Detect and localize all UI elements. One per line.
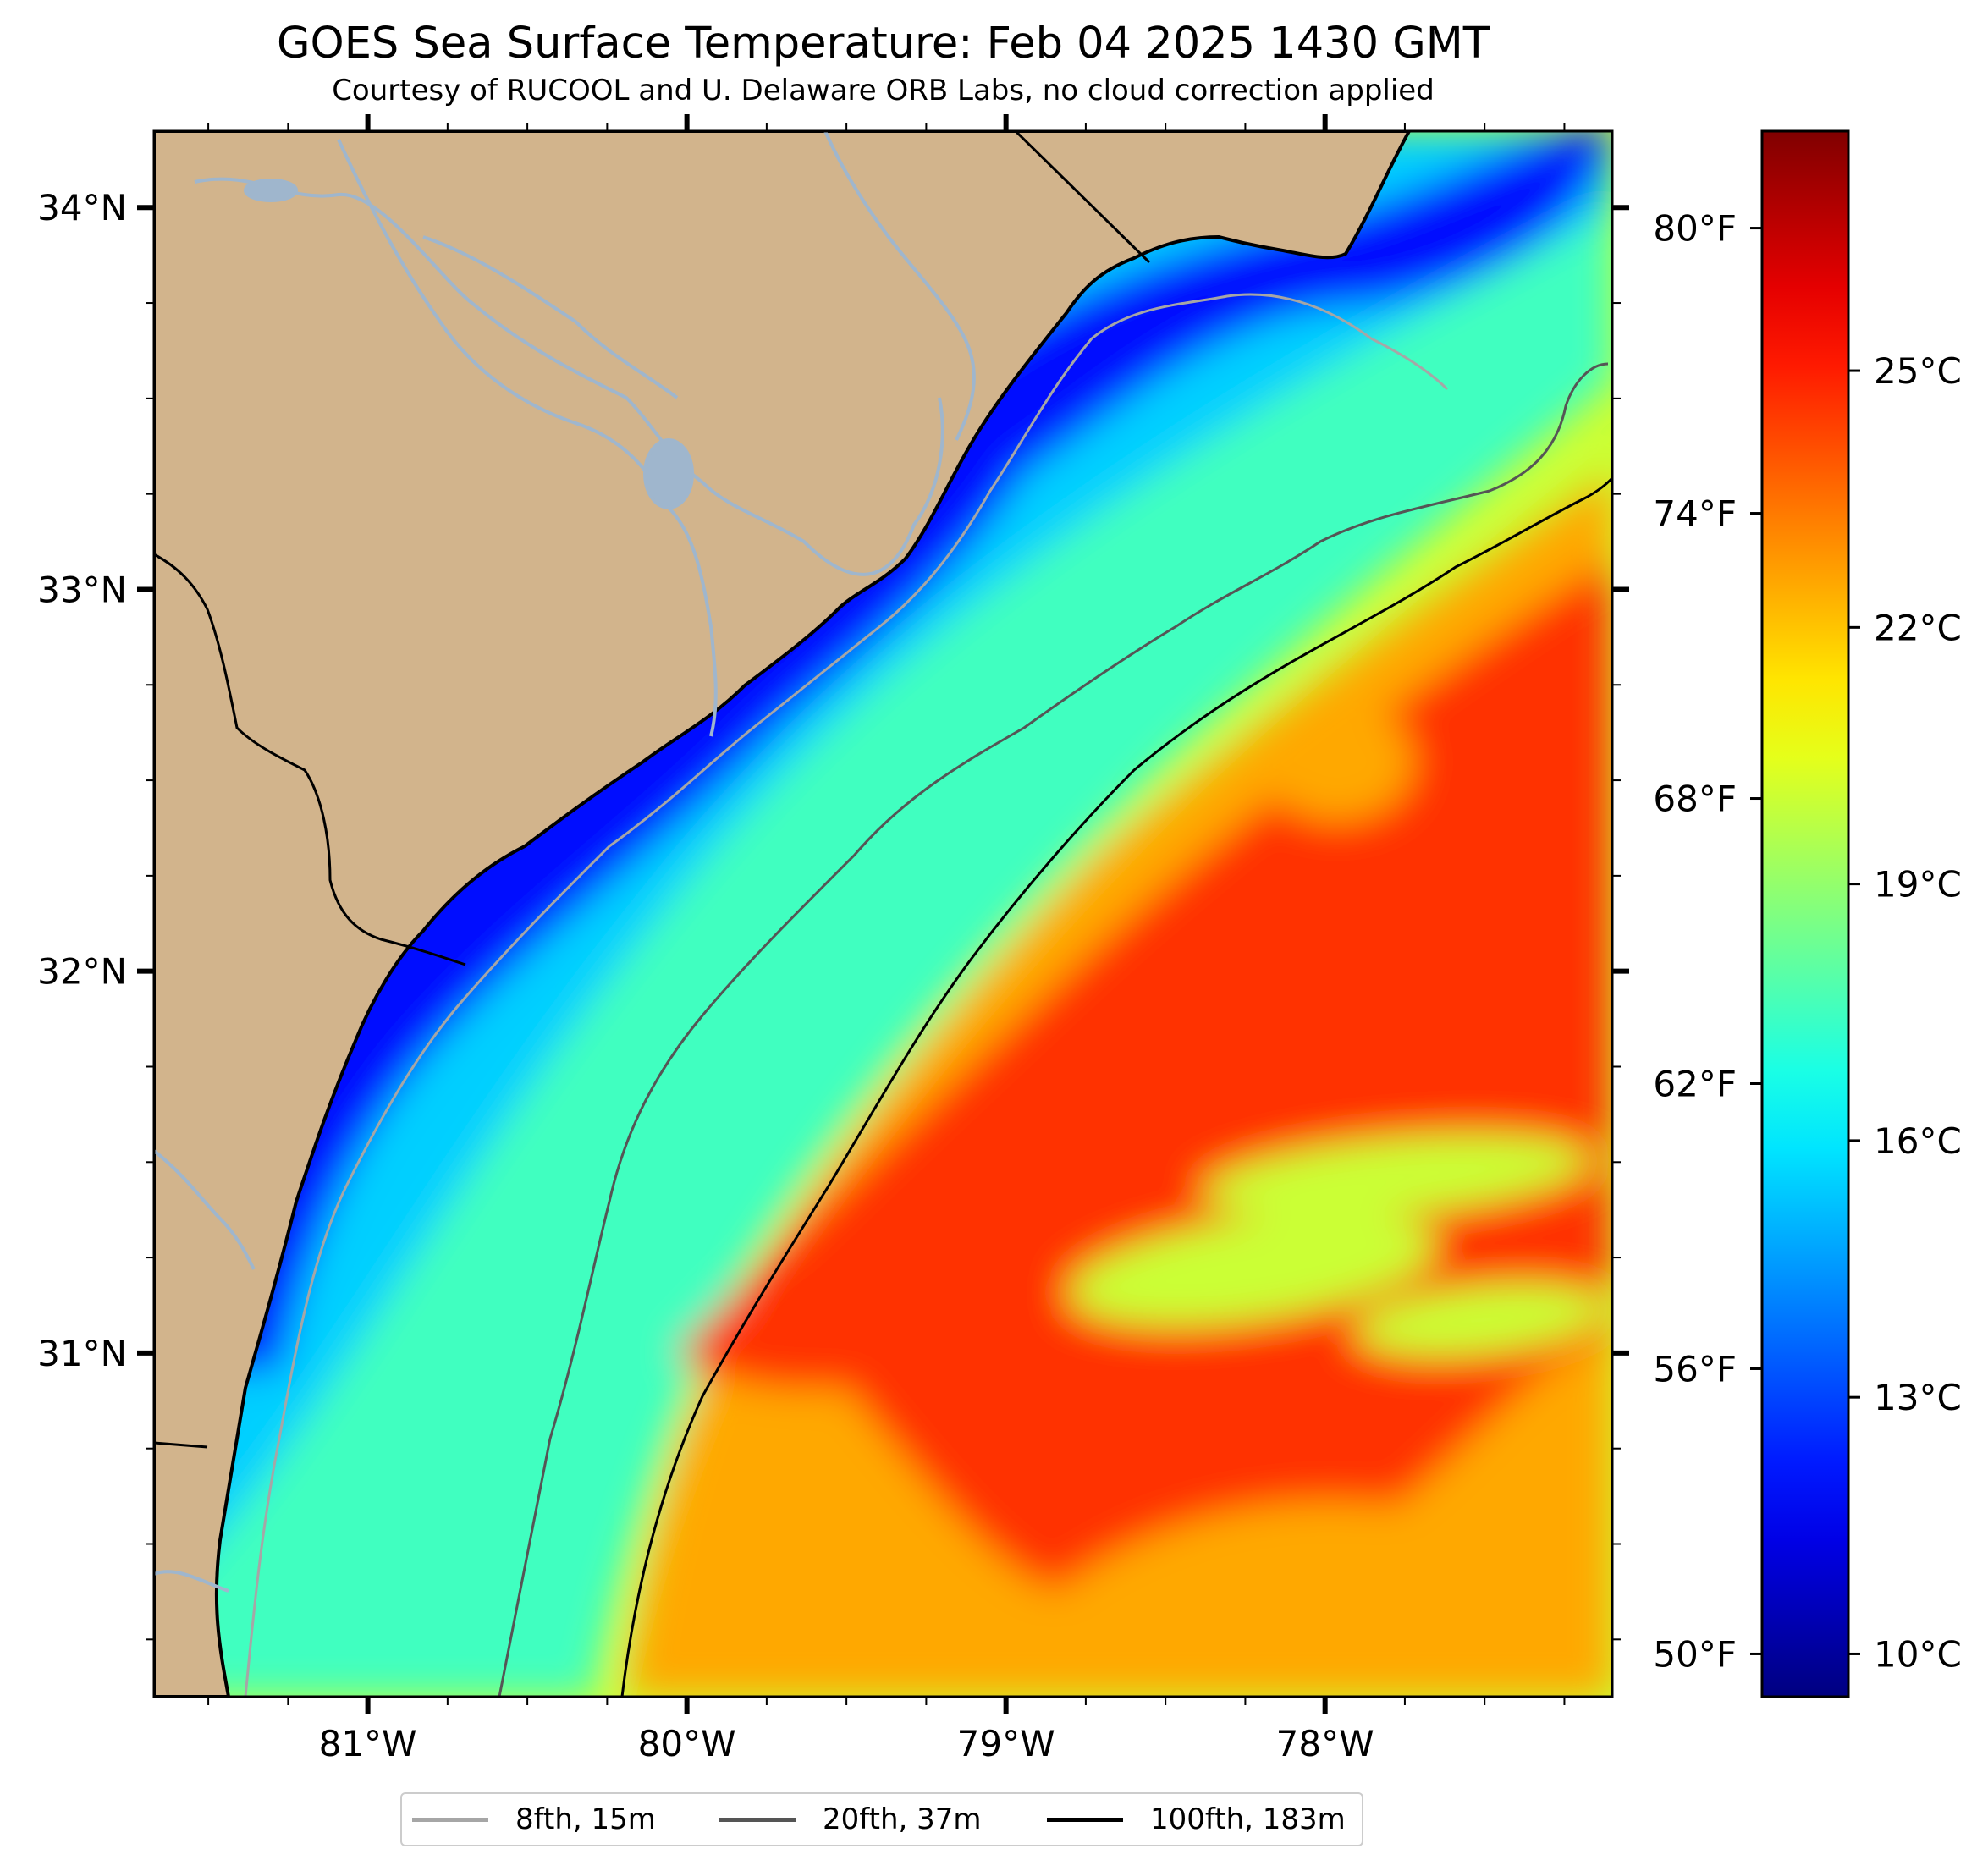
sst-cool-streak (1202, 1134, 1591, 1219)
map-ticks (137, 114, 1629, 1714)
map-tick-labels: 34°N 33°N 32°N 31°N 81°W 80°W 79°W 78°W (37, 187, 1374, 1764)
legend-label-8fth: 8fth, 15m (515, 1802, 656, 1836)
lake (643, 438, 694, 509)
fahrenheit-tick-label: 80°F (1653, 208, 1737, 250)
map-area (154, 131, 1612, 1697)
legend-item-8fth: 8fth, 15m (412, 1794, 656, 1845)
map-title: GOES Sea Surface Temperature: Feb 04 202… (277, 19, 1490, 69)
isobath-20fth (498, 362, 1609, 1697)
fahrenheit-tick-label: 50°F (1653, 1633, 1737, 1675)
celsius-tick-label: 25°C (1874, 350, 1962, 392)
isobath-100fth (620, 476, 1612, 1697)
lat-tick-label: 34°N (37, 187, 127, 228)
sst-warm-eddy (1261, 702, 1413, 821)
celsius-tick-label: 10°C (1874, 1633, 1962, 1675)
river-line (823, 131, 976, 441)
legend-label-20fth: 20fth, 37m (823, 1802, 982, 1836)
lon-tick-label: 80°W (638, 1723, 736, 1764)
legend-line-8fth (412, 1817, 488, 1822)
lon-tick-label: 79°W (957, 1723, 1055, 1764)
fahrenheit-tick-label: 62°F (1653, 1064, 1737, 1105)
land-mass (154, 131, 1412, 1697)
celsius-tick-label: 13°C (1874, 1377, 1962, 1418)
map-frame (152, 129, 1614, 1698)
river-line (422, 235, 679, 399)
river-line (194, 177, 944, 576)
celsius-tick-label: 16°C (1874, 1120, 1962, 1162)
river-line (154, 1149, 256, 1270)
lat-tick-label: 31°N (37, 1333, 127, 1374)
map-subtitle: Courtesy of RUCOOL and U. Delaware ORB L… (332, 74, 1435, 107)
lon-tick-label: 81°W (319, 1723, 417, 1764)
legend-item-100fth: 100fth, 183m (1047, 1794, 1346, 1845)
legend-line-20fth (719, 1817, 796, 1822)
lat-tick-label: 33°N (37, 569, 127, 610)
legend-line-100fth (1047, 1817, 1123, 1822)
lat-tick-label: 32°N (37, 951, 127, 993)
river-line (154, 1570, 229, 1593)
fahrenheit-tick-label: 68°F (1653, 779, 1737, 820)
rivers (154, 131, 976, 1593)
fahrenheit-tick-label: 74°F (1653, 493, 1737, 535)
river-line (337, 139, 718, 737)
legend: 8fth, 15m 20fth, 37m 100fth, 183m (400, 1792, 1363, 1846)
lon-tick-label: 78°W (1276, 1723, 1374, 1764)
legend-label-100fth: 100fth, 183m (1150, 1802, 1346, 1836)
state-border (154, 1441, 208, 1449)
lake (244, 179, 298, 202)
sst-cool-streak (1354, 1284, 1608, 1356)
isobath-8fth (244, 293, 1449, 1697)
celsius-tick-label: 22°C (1874, 607, 1962, 648)
fahrenheit-tick-label: 56°F (1653, 1348, 1737, 1389)
state-border (1014, 131, 1151, 264)
sst-cool-streak (1067, 1213, 1438, 1326)
legend-item-20fth: 20fth, 37m (719, 1794, 982, 1845)
colorbar-ticks: 10°C 13°C 16°C 19°C 22°C 25°C 50°F 56°F 62°F 68°F… (1653, 208, 1961, 1676)
sst-nearshore-cold-band (203, 131, 1612, 1371)
celsius-tick-label: 19°C (1874, 864, 1962, 905)
state-border (154, 553, 466, 966)
colorbar (1760, 129, 1850, 1698)
sst-field (154, 131, 1612, 1697)
